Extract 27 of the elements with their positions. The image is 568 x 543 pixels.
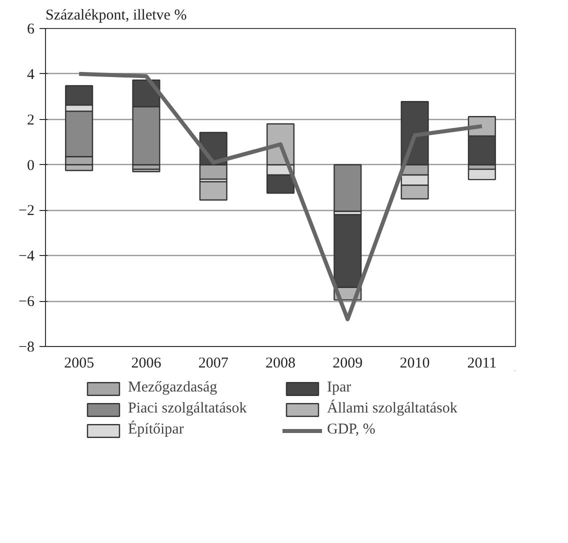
y-tick-label: 2 bbox=[27, 112, 34, 128]
bar bbox=[334, 164, 362, 212]
y-tick-label: −6 bbox=[18, 294, 35, 310]
x-tick-label: 2011 bbox=[467, 356, 497, 372]
legend-label: Piaci szolgáltatások bbox=[128, 400, 248, 418]
y-tick-label: 4 bbox=[27, 66, 35, 83]
y-tick-label: −8 bbox=[18, 340, 35, 356]
line-series bbox=[77, 72, 484, 322]
x-tick-label: 2007 bbox=[198, 356, 229, 372]
legend-label: GDP, % bbox=[327, 422, 376, 438]
y-tick-label: 0 bbox=[27, 158, 34, 174]
x-tick-label: 2008 bbox=[266, 356, 296, 372]
bar bbox=[468, 168, 496, 180]
legend-label: Mezőgazdaság bbox=[128, 380, 218, 396]
bar bbox=[199, 181, 228, 201]
y-tick-label: −2 bbox=[18, 203, 35, 220]
x-tick-label: 2010 bbox=[400, 356, 430, 372]
y-tick-label: −4 bbox=[18, 248, 35, 265]
x-tick-label: 2009 bbox=[332, 356, 363, 372]
y-axis-title: Százalékpont, illetve % bbox=[46, 8, 187, 24]
legend-label: Állami szolgáltatások bbox=[327, 400, 458, 418]
x-tick-label: 2006 bbox=[131, 356, 162, 372]
legend-label: Építőipar bbox=[128, 422, 185, 438]
y-tick-label: 6 bbox=[27, 22, 35, 38]
x-tick-label: 2005 bbox=[64, 356, 94, 372]
bar bbox=[132, 168, 160, 172]
legend-label: Ipar bbox=[327, 380, 352, 396]
